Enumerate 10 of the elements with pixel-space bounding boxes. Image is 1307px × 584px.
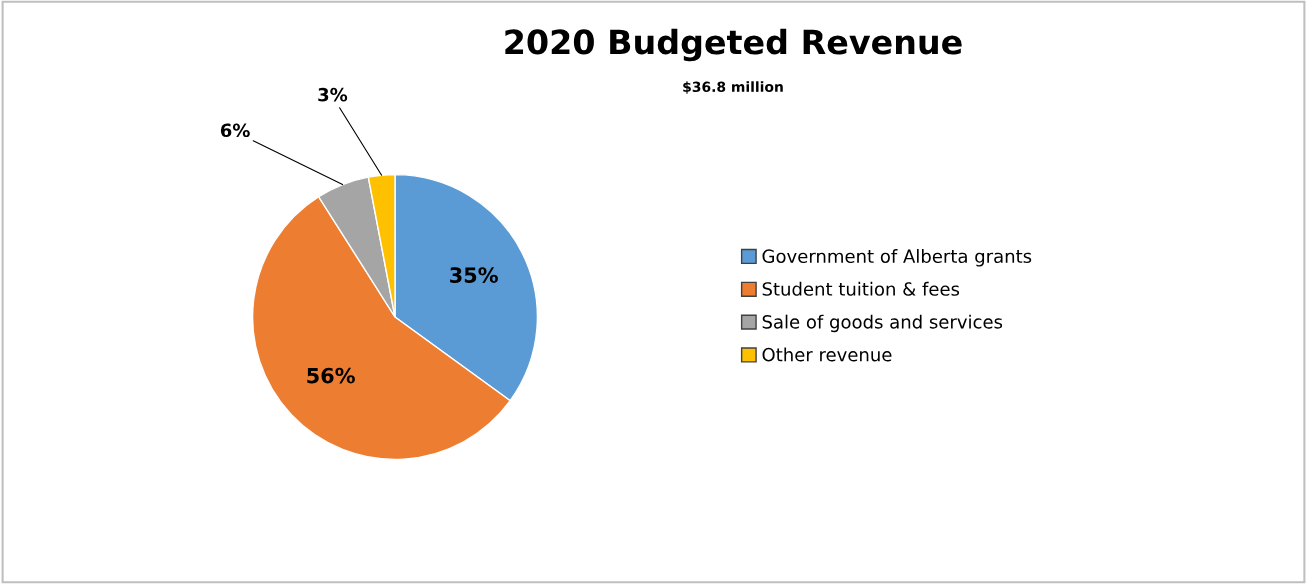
chart-title: 2020 Budgeted Revenue <box>505 28 962 62</box>
data-label: 6% <box>220 123 250 138</box>
legend-label: Sale of goods and services <box>762 314 1003 333</box>
legend-label: Student tuition & fees <box>762 281 960 296</box>
data-label: 35% <box>450 267 498 283</box>
legend-label: Government of Alberta grants <box>762 249 1032 267</box>
legend-label: Other revenue <box>762 347 892 362</box>
chart-subtitle: $36.8 million <box>683 81 783 94</box>
data-label: 3% <box>318 87 348 102</box>
data-label: 56% <box>307 367 355 384</box>
